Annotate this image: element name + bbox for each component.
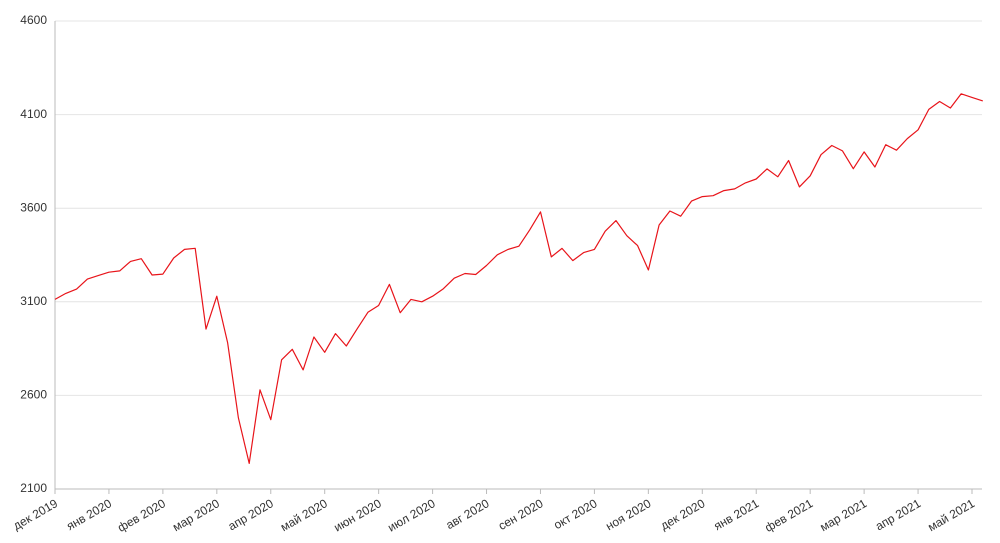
x-tick-label: мар 2021 [817,496,869,534]
y-tick-label: 2600 [20,388,47,402]
x-tick-label: апр 2021 [873,496,923,533]
x-tick-label: май 2021 [925,496,977,534]
x-tick-label: сен 2020 [496,496,546,533]
y-tick-label: 4600 [20,13,47,27]
x-tick-label: дек 2019 [11,496,61,533]
x-tick-label: янв 2020 [64,496,114,533]
x-tick-label: мар 2020 [170,496,222,534]
x-tick-label: фев 2020 [115,496,168,535]
x-tick-label: окт 2020 [551,496,599,532]
x-tick-label: фев 2021 [762,496,815,535]
x-tick-label: май 2020 [278,496,330,534]
x-tick-label: янв 2021 [711,496,761,533]
x-tick-label: апр 2020 [226,496,276,533]
x-tick-label: авг 2020 [444,496,492,532]
y-tick-label: 3100 [20,294,47,308]
x-tick-label: дек 2020 [658,496,708,533]
x-tick-label: ноя 2020 [603,496,653,533]
y-tick-label: 2100 [20,481,47,495]
x-tick-label: июл 2020 [385,496,438,535]
x-tick-label: июн 2020 [331,496,384,534]
y-tick-label: 3600 [20,200,47,214]
line [54,93,983,464]
y-tick-label: 4100 [20,107,47,121]
